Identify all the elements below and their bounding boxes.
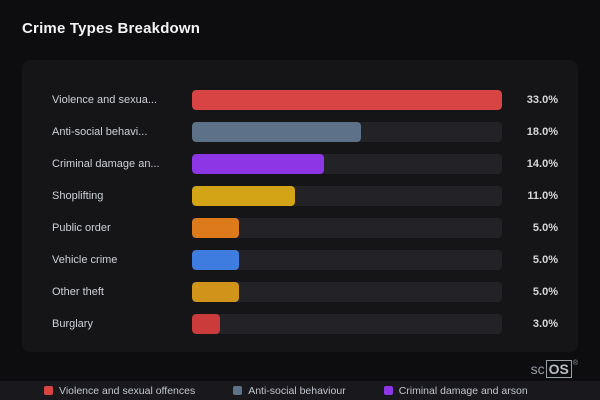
bar-value: 18.0%	[526, 126, 558, 138]
bar-chart: Violence and sexua... 33.0% Anti-social …	[52, 84, 558, 340]
bar-track	[192, 250, 502, 270]
registered-mark-icon: ®	[572, 360, 578, 367]
bar-row: Violence and sexua... 33.0%	[52, 84, 558, 116]
bar-value: 3.0%	[532, 318, 558, 330]
bar-label: Public order	[52, 222, 111, 234]
scos-logo: sc OS ®	[531, 360, 578, 378]
bar-track	[192, 186, 502, 206]
bar-value: 5.0%	[532, 286, 558, 298]
bar	[192, 154, 324, 174]
bar	[192, 282, 239, 302]
bar-row: Shoplifting 11.0%	[52, 180, 558, 212]
logo-text-box: OS	[545, 360, 572, 378]
legend-item[interactable]: Criminal damage and arson	[383, 384, 528, 397]
logo-text-prefix: sc	[530, 361, 545, 377]
bar-value: 33.0%	[526, 94, 558, 106]
chart-card: Violence and sexua... 33.0% Anti-social …	[22, 60, 578, 352]
bar-label: Anti-social behavi...	[52, 126, 148, 138]
bar-value: 11.0%	[527, 190, 558, 202]
bar-track	[192, 314, 502, 334]
bar-track	[192, 218, 502, 238]
bar-label: Burglary	[52, 318, 93, 330]
bar-row: Public order 5.0%	[52, 212, 558, 244]
legend-label: Anti-social behaviour	[248, 384, 346, 397]
page-title: Crime Types Breakdown	[22, 20, 201, 37]
bar-label: Vehicle crime	[52, 254, 118, 266]
legend-item[interactable]: Anti-social behaviour	[233, 384, 346, 397]
bar-row: Anti-social behavi... 18.0%	[52, 116, 558, 148]
bar-track	[192, 90, 502, 110]
legend-label: Criminal damage and arson	[398, 384, 528, 397]
bar	[192, 218, 239, 238]
bar	[192, 314, 221, 334]
bar-label: Shoplifting	[52, 190, 104, 202]
legend-swatch-icon	[233, 386, 243, 395]
bar-track	[192, 154, 502, 174]
chart-legend: Violence and sexual offences Anti-social…	[0, 381, 600, 400]
bar-label: Other theft	[52, 286, 104, 298]
bar	[192, 90, 502, 110]
legend-swatch-icon	[44, 386, 53, 395]
bar	[192, 186, 296, 206]
bar-value: 5.0%	[532, 222, 558, 234]
bar-value: 5.0%	[532, 254, 558, 266]
legend-swatch-icon	[383, 386, 393, 395]
bar-row: Vehicle crime 5.0%	[52, 244, 558, 276]
bar-value: 14.0%	[526, 158, 558, 170]
bar-track	[192, 122, 502, 142]
legend-item[interactable]: Violence and sexual offences	[44, 385, 195, 397]
bar	[192, 250, 239, 270]
bar-row: Other theft 5.0%	[52, 276, 558, 308]
legend-label: Violence and sexual offences	[59, 384, 196, 397]
bar-row: Criminal damage an... 14.0%	[52, 148, 558, 180]
bar	[192, 122, 362, 142]
bar-row: Burglary 3.0%	[52, 308, 558, 340]
bar-label: Criminal damage an...	[52, 158, 160, 170]
bar-track	[192, 282, 502, 302]
bar-label: Violence and sexua...	[52, 94, 157, 106]
